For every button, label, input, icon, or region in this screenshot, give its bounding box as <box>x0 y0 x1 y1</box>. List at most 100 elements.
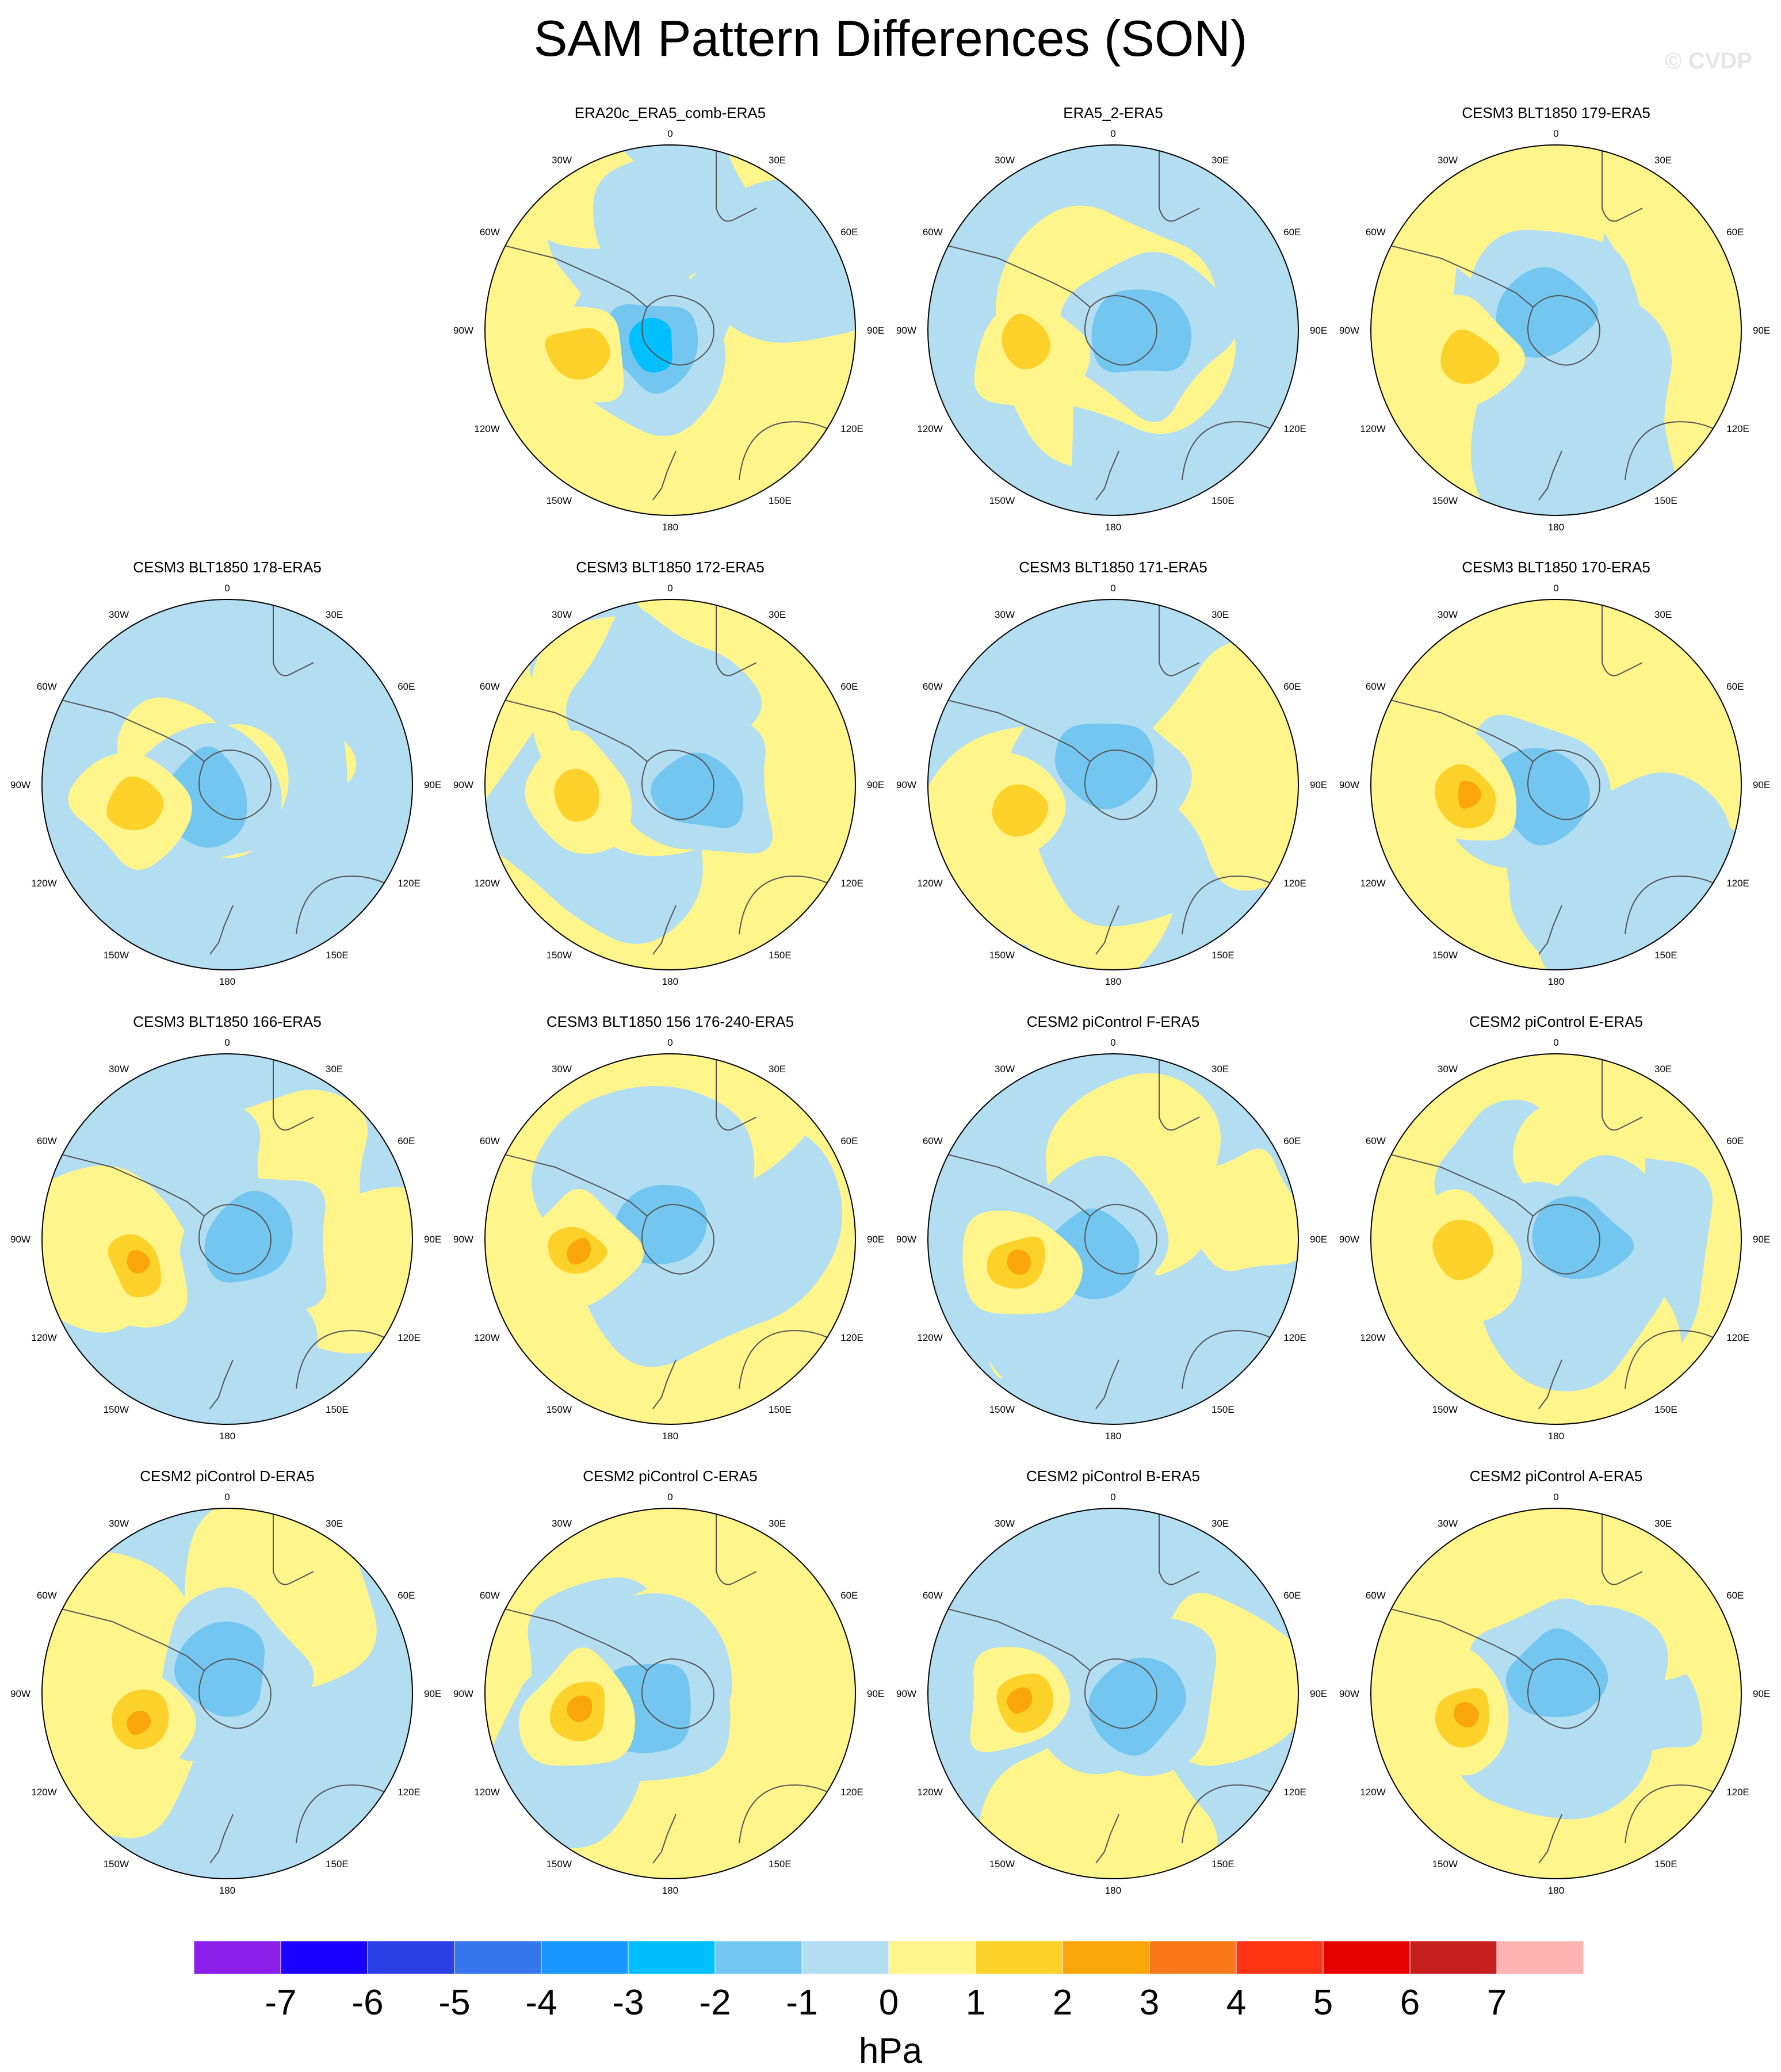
colorbar-tick-label: -4 <box>525 1983 557 2023</box>
longitude-label: 90W <box>453 325 473 336</box>
longitude-label: 180 <box>1548 1431 1564 1442</box>
longitude-label: 120W <box>1360 423 1385 434</box>
map-panel: CESM2 piControl F-ERA5 0 30E 60E 90E 120E 150E… <box>892 1011 1335 1466</box>
polar-map: 0 30E 60E 90E 120E 150E 180 150W 120W 90W 60W 30W <box>896 1037 1327 1442</box>
longitude-label: 120E <box>398 878 421 889</box>
longitude-label: 30W <box>552 1518 572 1529</box>
longitude-label: 90W <box>10 1234 30 1245</box>
longitude-label: 120W <box>1360 1787 1385 1798</box>
longitude-label: 180 <box>1105 1885 1121 1896</box>
longitude-label: 180 <box>1548 976 1564 987</box>
map-panel: CESM2 piControl B-ERA5 0 30E 60E 90E 120E 150E… <box>892 1466 1335 1920</box>
longitude-label: 90E <box>1310 779 1327 790</box>
longitude-label: 150E <box>1211 1859 1235 1870</box>
longitude-label: 150W <box>546 1859 572 1870</box>
panel-title: CESM2 piControl E-ERA5 <box>1469 1013 1643 1030</box>
longitude-label: 60E <box>1283 681 1301 692</box>
longitude-label: 90E <box>867 325 884 336</box>
panel-title: CESM3 BLT1850 172-ERA5 <box>576 559 765 576</box>
longitude-label: 180 <box>1105 1431 1121 1442</box>
longitude-label: 120E <box>398 1332 421 1343</box>
polar-map: 0 30E 60E 90E 120E 150E 180 150W 120W 90W 60W 30W <box>10 583 441 987</box>
longitude-label: 30W <box>109 1064 129 1075</box>
colorbar-tick-label: 0 <box>879 1983 899 2023</box>
colorbar-tick-label: 4 <box>1226 1983 1246 2023</box>
polar-map: 0 30E 60E 90E 120E 150E 180 150W 120W 90W 60W 30W <box>1339 1037 1770 1442</box>
colorbar-swatch <box>367 1940 455 1975</box>
longitude-label: 90W <box>896 1688 916 1699</box>
longitude-label: 120E <box>1283 1787 1306 1798</box>
longitude-label: 90W <box>1339 1688 1359 1699</box>
longitude-label: 150E <box>326 950 349 961</box>
map-panel: CESM3 BLT1850 170-ERA5 0 30E 60E 90E 120E 150E… <box>1335 557 1778 1011</box>
longitude-label: 120E <box>1283 423 1306 434</box>
longitude-label: 90E <box>1753 779 1770 790</box>
longitude-label: 0 <box>667 128 672 139</box>
longitude-label: 0 <box>1110 1037 1115 1048</box>
longitude-label: 180 <box>1105 976 1121 987</box>
longitude-label: 150W <box>1432 1404 1458 1415</box>
longitude-label: 150E <box>1211 1404 1235 1415</box>
polar-map: 0 30E 60E 90E 120E 150E 180 150W 120W 90W 60W 30W <box>10 1037 441 1442</box>
longitude-label: 120W <box>1360 878 1385 889</box>
longitude-label: 120W <box>917 1332 942 1343</box>
map-panel: CESM3 BLT1850 156 176-240-ERA5 0 30E 60E 90E… <box>449 1011 892 1466</box>
map-panel: CESM3 BLT1850 166-ERA5 0 30E 60E 90E 120E 150E… <box>6 1011 449 1466</box>
longitude-label: 150W <box>1432 1859 1458 1870</box>
map-panel: CESM2 piControl E-ERA5 0 30E 60E 90E 120E 150E… <box>1335 1011 1778 1466</box>
longitude-label: 150E <box>769 1859 792 1870</box>
panel-title: CESM3 BLT1850 170-ERA5 <box>1462 559 1650 576</box>
colorbar-swatch <box>454 1940 542 1975</box>
longitude-label: 60E <box>1283 1590 1301 1601</box>
longitude-label: 90W <box>896 325 916 336</box>
longitude-label: 120E <box>1283 1332 1306 1343</box>
longitude-label: 60W <box>480 1590 500 1601</box>
colorbar-tick-label: 5 <box>1313 1983 1333 2023</box>
colorbar-swatch <box>1149 1940 1237 1975</box>
longitude-label: 60E <box>840 1590 858 1601</box>
longitude-label: 120E <box>1726 1787 1749 1798</box>
longitude-label: 120E <box>1726 878 1749 889</box>
colorbar-swatch <box>1062 1940 1150 1975</box>
longitude-label: 90E <box>1753 1234 1770 1245</box>
figure-title: SAM Pattern Differences (SON) <box>533 10 1248 67</box>
polar-map: 0 30E 60E 90E 120E 150E 180 150W 120W 90W 60W 30W <box>453 1492 884 1896</box>
colorbar-units-label: hPa <box>858 2031 923 2071</box>
longitude-label: 30E <box>769 609 786 620</box>
polar-map: 0 30E 60E 90E 120E 150E 180 150W 120W 90W 60W 30W <box>1339 583 1770 987</box>
longitude-label: 0 <box>1110 128 1115 139</box>
longitude-label: 60W <box>480 1136 500 1146</box>
colorbar-swatch <box>975 1940 1063 1975</box>
longitude-label: 60E <box>1726 1136 1744 1146</box>
colorbar-svg: -7 -6 -5 -4 -3 -2 -1 0 1 2 3 4 5 6 7 <box>193 1940 1584 2023</box>
polar-map: 0 30E 60E 90E 120E 150E 180 150W 120W 90W 60W 30W <box>453 128 884 533</box>
longitude-label: 150E <box>1654 1859 1677 1870</box>
longitude-label: 120E <box>1283 878 1306 889</box>
longitude-label: 60E <box>1726 681 1744 692</box>
map-panel: ERA20c_ERA5_comb-ERA5 0 30E 60E 90E 120E 150E 1… <box>449 102 892 557</box>
longitude-label: 180 <box>219 1431 235 1442</box>
longitude-label: 120W <box>474 1787 499 1798</box>
colorbar-swatch <box>888 1940 976 1975</box>
longitude-label: 120W <box>1360 1332 1385 1343</box>
longitude-label: 0 <box>1553 128 1558 139</box>
longitude-label: 30E <box>1654 155 1672 166</box>
map-panel: CESM3 BLT1850 179-ERA5 0 30E 60E 90E 120E 150E… <box>1335 102 1778 557</box>
longitude-label: 30E <box>769 155 786 166</box>
colorbar-swatch <box>801 1940 889 1975</box>
map-panel: CESM2 piControl A-ERA5 0 30E 60E 90E 120E 150E… <box>1335 1466 1778 1920</box>
longitude-label: 120W <box>917 1787 942 1798</box>
longitude-label: 60E <box>840 1136 858 1146</box>
map-panel: ERA5_2-ERA5 0 30E 60E 90E 120E 150E 180 150W 120W… <box>892 102 1335 557</box>
longitude-label: 150W <box>104 1404 129 1415</box>
longitude-label: 60E <box>1283 227 1301 238</box>
panel-title: CESM2 piControl D-ERA5 <box>140 1467 315 1485</box>
longitude-label: 30W <box>1438 609 1458 620</box>
panel-title: CESM2 piControl B-ERA5 <box>1026 1467 1200 1485</box>
longitude-label: 30W <box>1438 1518 1458 1529</box>
colorbar-swatch <box>193 1940 281 1975</box>
longitude-label: 60W <box>37 1136 57 1146</box>
longitude-label: 90E <box>1310 1234 1327 1245</box>
longitude-label: 120W <box>917 423 942 434</box>
longitude-label: 150E <box>1211 950 1235 961</box>
